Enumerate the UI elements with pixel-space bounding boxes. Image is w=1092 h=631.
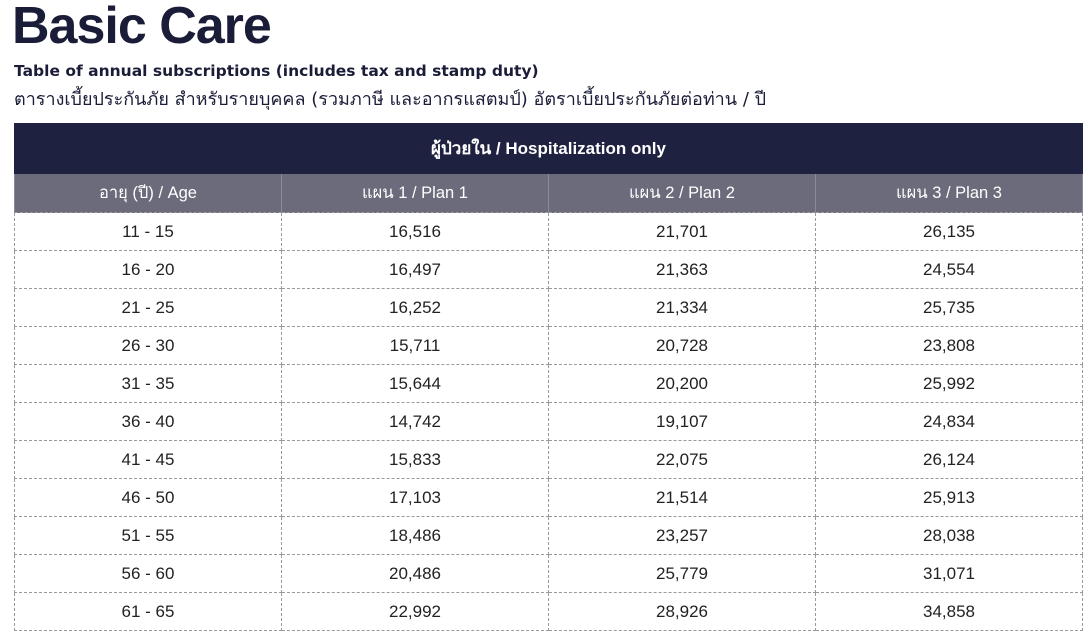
age-cell: 41 - 45: [14, 440, 282, 479]
table-row: 21 - 25 16,252 21,334 25,735: [14, 288, 1083, 327]
plan-1-cell: 18,486: [281, 516, 549, 555]
plan-3-cell: 26,135: [815, 212, 1083, 251]
plan-3-cell: 25,992: [815, 364, 1083, 403]
page-title: Basic Care: [12, 0, 272, 55]
plan-1-cell: 16,497: [281, 250, 549, 289]
table-row: 51 - 55 18,486 23,257 28,038: [14, 516, 1083, 555]
table-row: 61 - 65 22,992 28,926 34,858: [14, 592, 1083, 631]
plan-3-cell: 26,124: [815, 440, 1083, 479]
group-header: ผู้ป่วยใน / Hospitalization only: [14, 123, 1083, 174]
premium-table: ผู้ป่วยใน / Hospitalization only อายุ (ป…: [14, 123, 1083, 631]
plan-1-cell: 17,103: [281, 478, 549, 517]
plan-3-cell: 24,834: [815, 402, 1083, 441]
subtitle-thai: ตารางเบี้ยประกันภัย สำหรับรายบุคคล (รวมภ…: [14, 89, 767, 110]
plan-3-cell: 23,808: [815, 326, 1083, 365]
plan-1-cell: 15,644: [281, 364, 549, 403]
age-cell: 11 - 15: [14, 212, 282, 251]
table-row: 41 - 45 15,833 22,075 26,124: [14, 440, 1083, 479]
group-header-row: ผู้ป่วยใน / Hospitalization only: [14, 123, 1083, 174]
plan-2-cell: 22,075: [548, 440, 816, 479]
plan-3-cell: 28,038: [815, 516, 1083, 555]
age-cell: 46 - 50: [14, 478, 282, 517]
plan-2-cell: 21,334: [548, 288, 816, 327]
plan-3-cell: 31,071: [815, 554, 1083, 593]
column-header-plan-3: แผน 3 / Plan 3: [815, 173, 1083, 213]
age-cell: 21 - 25: [14, 288, 282, 327]
plan-2-cell: 21,514: [548, 478, 816, 517]
column-header-age: อายุ (ปี) / Age: [14, 173, 282, 213]
subtitle-english: Table of annual subscriptions (includes …: [14, 62, 539, 80]
plan-2-cell: 21,701: [548, 212, 816, 251]
plan-3-cell: 25,735: [815, 288, 1083, 327]
column-header-row: อายุ (ปี) / Age แผน 1 / Plan 1 แผน 2 / P…: [14, 173, 1083, 213]
plan-1-cell: 14,742: [281, 402, 549, 441]
plan-3-cell: 24,554: [815, 250, 1083, 289]
plan-2-cell: 25,779: [548, 554, 816, 593]
plan-1-cell: 15,833: [281, 440, 549, 479]
table-row: 31 - 35 15,644 20,200 25,992: [14, 364, 1083, 403]
plan-2-cell: 20,728: [548, 326, 816, 365]
plan-1-cell: 15,711: [281, 326, 549, 365]
plan-1-cell: 20,486: [281, 554, 549, 593]
plan-2-cell: 23,257: [548, 516, 816, 555]
plan-2-cell: 21,363: [548, 250, 816, 289]
age-cell: 51 - 55: [14, 516, 282, 555]
plan-1-cell: 16,516: [281, 212, 549, 251]
table-row: 11 - 15 16,516 21,701 26,135: [14, 212, 1083, 251]
plan-3-cell: 25,913: [815, 478, 1083, 517]
age-cell: 56 - 60: [14, 554, 282, 593]
age-cell: 26 - 30: [14, 326, 282, 365]
age-cell: 36 - 40: [14, 402, 282, 441]
table-row: 56 - 60 20,486 25,779 31,071: [14, 554, 1083, 593]
table-row: 16 - 20 16,497 21,363 24,554: [14, 250, 1083, 289]
age-cell: 16 - 20: [14, 250, 282, 289]
age-cell: 61 - 65: [14, 592, 282, 631]
plan-1-cell: 16,252: [281, 288, 549, 327]
plan-2-cell: 20,200: [548, 364, 816, 403]
table-row: 26 - 30 15,711 20,728 23,808: [14, 326, 1083, 365]
table-row: 46 - 50 17,103 21,514 25,913: [14, 478, 1083, 517]
column-header-plan-1: แผน 1 / Plan 1: [281, 173, 549, 213]
plan-2-cell: 19,107: [548, 402, 816, 441]
column-header-plan-2: แผน 2 / Plan 2: [548, 173, 816, 213]
plan-1-cell: 22,992: [281, 592, 549, 631]
table-row: 36 - 40 14,742 19,107 24,834: [14, 402, 1083, 441]
plan-3-cell: 34,858: [815, 592, 1083, 631]
age-cell: 31 - 35: [14, 364, 282, 403]
plan-2-cell: 28,926: [548, 592, 816, 631]
